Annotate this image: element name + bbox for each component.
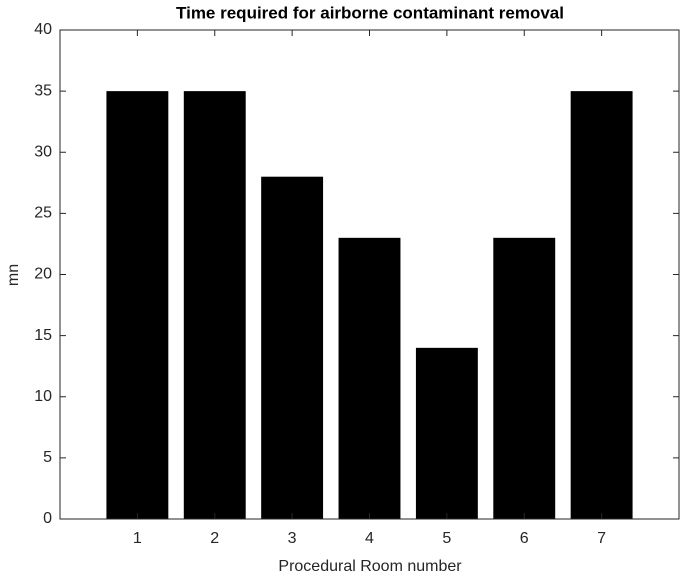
- x-tick-label: 4: [365, 530, 374, 547]
- y-axis-label: mn: [5, 264, 22, 286]
- y-tick-label: 10: [34, 388, 52, 405]
- x-tick-label: 6: [520, 530, 529, 547]
- bar: [183, 91, 246, 519]
- bar: [415, 347, 478, 519]
- y-tick-label: 15: [34, 327, 52, 344]
- bar: [261, 176, 324, 519]
- x-tick-label: 7: [597, 530, 606, 547]
- x-tick-label: 2: [210, 530, 219, 547]
- y-tick-label: 20: [34, 266, 52, 283]
- bar: [338, 237, 401, 519]
- y-tick-label: 5: [43, 449, 52, 466]
- y-tick-label: 40: [34, 21, 52, 38]
- bar: [570, 91, 633, 519]
- y-tick-label: 30: [34, 143, 52, 160]
- chart-title: Time required for airborne contaminant r…: [176, 3, 564, 22]
- y-tick-label: 25: [34, 205, 52, 222]
- x-tick-label: 5: [442, 530, 451, 547]
- y-tick-label: 0: [43, 510, 52, 527]
- x-tick-label: 1: [133, 530, 142, 547]
- x-tick-label: 3: [288, 530, 297, 547]
- y-tick-label: 35: [34, 82, 52, 99]
- bar: [493, 237, 556, 519]
- x-axis-label: Procedural Room number: [278, 558, 462, 575]
- bar: [106, 91, 169, 519]
